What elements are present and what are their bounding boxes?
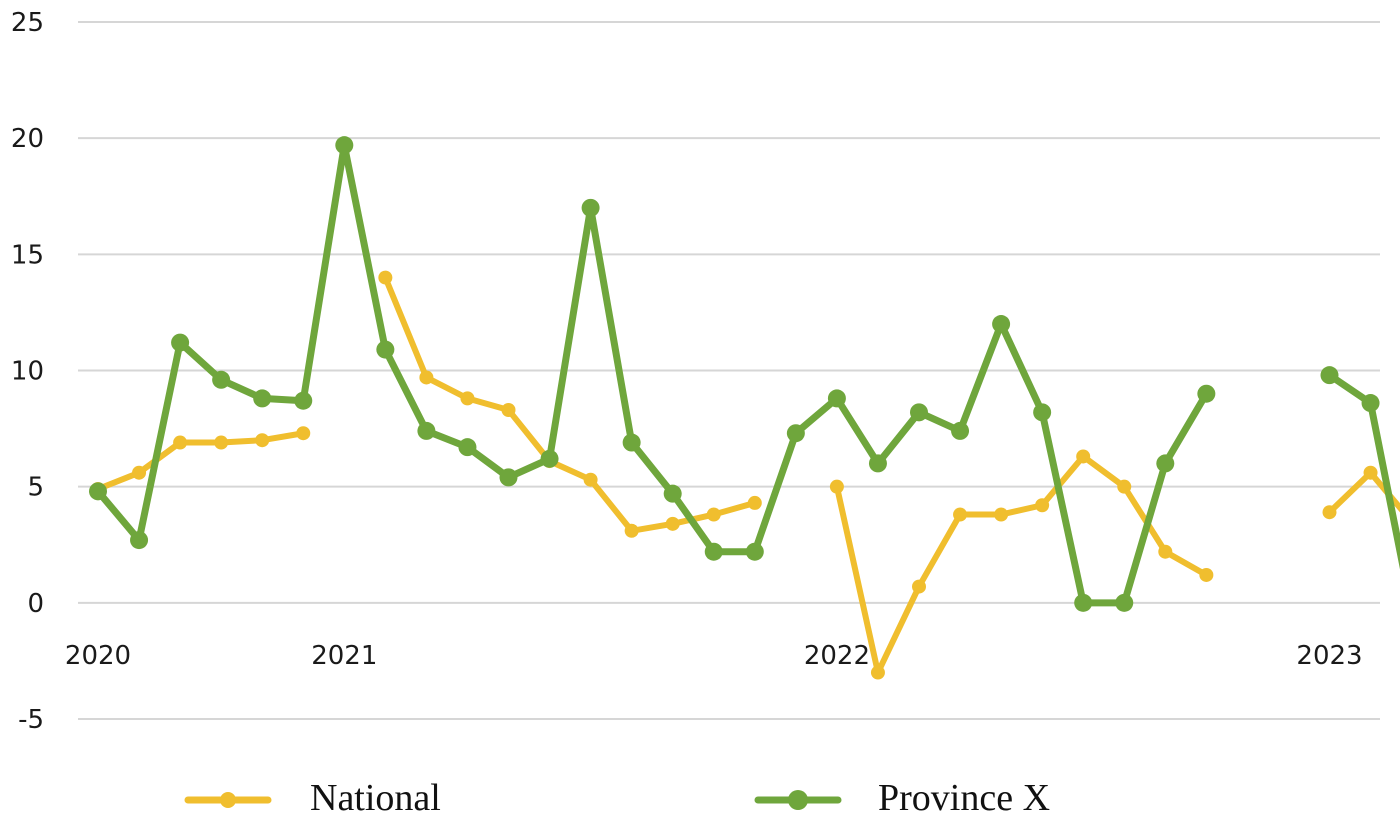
y-tick-label: 0: [27, 589, 44, 619]
data-point: [1322, 505, 1337, 520]
data-point: [419, 370, 434, 385]
data-point: [130, 531, 149, 550]
data-point: [171, 333, 190, 352]
series-layer: [89, 136, 1400, 680]
data-point: [212, 370, 231, 389]
data-point: [417, 421, 436, 440]
data-point: [378, 270, 393, 285]
data-point: [910, 403, 928, 422]
x-tick-label: 2023: [1296, 641, 1362, 671]
data-point: [294, 391, 313, 410]
y-tick-label: 20: [11, 124, 44, 154]
grid-lines: [78, 21, 1380, 720]
data-point: [1363, 465, 1378, 480]
x-axis-ticks: 2020 2021 2022 2023: [65, 641, 1363, 671]
data-point: [173, 435, 188, 450]
data-point: [624, 523, 639, 538]
data-point: [829, 479, 844, 494]
data-point: [622, 433, 641, 452]
data-point: [868, 454, 887, 473]
series-1: [89, 136, 1400, 612]
y-tick-label: 15: [11, 240, 44, 270]
data-point: [583, 472, 598, 487]
data-point: [376, 340, 395, 359]
data-point: [1199, 567, 1214, 582]
data-point: [1074, 593, 1093, 612]
data-point: [951, 421, 970, 440]
series-0: [91, 270, 1400, 680]
data-point: [992, 315, 1011, 334]
data-point: [1361, 394, 1380, 413]
data-point: [1158, 544, 1173, 559]
data-point: [214, 435, 229, 450]
data-point: [1156, 454, 1175, 473]
legend-national-label: National: [310, 777, 441, 817]
data-point: [458, 438, 477, 457]
y-tick-label: 5: [27, 473, 44, 503]
data-point: [540, 449, 559, 468]
data-point: [460, 391, 475, 406]
y-tick-label: 10: [11, 357, 44, 387]
series-line: [94, 141, 1210, 607]
legend: National Province X: [184, 777, 1050, 817]
x-tick-label: 2020: [65, 641, 131, 671]
data-point: [704, 542, 723, 561]
data-point: [870, 665, 885, 680]
data-point: [747, 495, 762, 510]
data-point: [89, 482, 107, 501]
series-line: [1326, 371, 1400, 570]
data-point: [786, 424, 805, 443]
y-tick-label: -5: [18, 705, 44, 735]
data-point: [827, 389, 846, 408]
data-point: [581, 198, 600, 217]
data-point: [296, 426, 311, 441]
data-point: [706, 507, 721, 522]
data-point: [665, 516, 680, 531]
y-axis-ticks: 25 20 15 10 5 0 -5: [11, 8, 44, 735]
legend-province-marker: [788, 790, 808, 810]
data-point: [501, 402, 516, 417]
data-point: [994, 507, 1009, 522]
data-point: [1035, 498, 1050, 513]
series-line: [95, 430, 307, 492]
data-point: [1076, 449, 1091, 464]
data-point: [953, 507, 968, 522]
data-point: [1197, 384, 1216, 403]
data-point: [335, 136, 354, 155]
data-point: [1320, 366, 1339, 385]
data-point: [1117, 479, 1132, 494]
data-point: [745, 542, 764, 561]
data-point: [255, 433, 270, 448]
y-tick-label: 25: [11, 8, 44, 38]
legend-national-marker: [220, 792, 236, 808]
data-point: [912, 579, 926, 594]
x-tick-label: 2022: [804, 641, 870, 671]
x-tick-label: 2021: [311, 641, 377, 671]
series-line: [833, 453, 1210, 676]
data-point: [1115, 593, 1134, 612]
data-point: [253, 389, 272, 408]
data-point: [499, 468, 518, 487]
data-point: [663, 484, 682, 503]
data-point: [1033, 403, 1052, 422]
data-point: [132, 465, 147, 480]
legend-province-label: Province X: [878, 777, 1050, 817]
